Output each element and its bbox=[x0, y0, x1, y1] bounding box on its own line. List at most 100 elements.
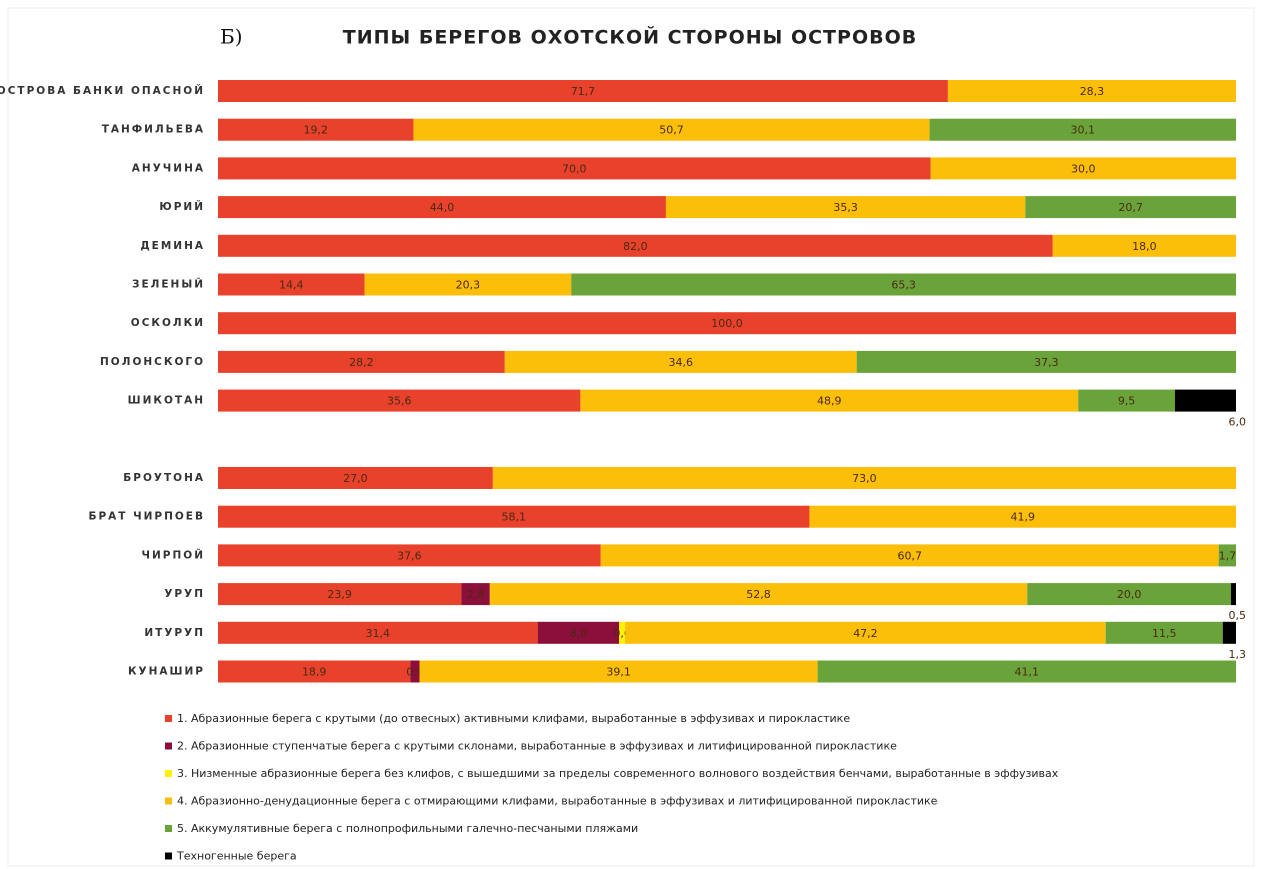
bar-segment bbox=[218, 80, 948, 102]
value-label: 41,1 bbox=[1015, 666, 1040, 679]
value-label: 50,7 bbox=[659, 124, 684, 137]
category-label: ШИКОТАН bbox=[128, 395, 205, 407]
frame bbox=[7, 7, 1255, 867]
value-label: 58,1 bbox=[501, 511, 526, 524]
legend-swatch bbox=[165, 770, 172, 777]
value-label: 35,6 bbox=[387, 395, 412, 408]
value-label: 14,4 bbox=[279, 279, 304, 292]
legend-swatch bbox=[165, 715, 172, 722]
value-label: 39,1 bbox=[606, 666, 631, 679]
value-label: 8,0 bbox=[570, 627, 588, 640]
legend-label: 2. Абразионные ступенчатые берега с крут… bbox=[177, 740, 897, 753]
chart-title: ТИПЫ БЕРЕГОВ ОХОТСКОЙ СТОРОНЫ ОСТРОВОВ bbox=[343, 26, 917, 49]
bar-segment bbox=[1174, 389, 1236, 412]
bar-segment bbox=[218, 505, 810, 528]
value-label: 70,0 bbox=[562, 162, 587, 175]
value-label: 0,9 bbox=[406, 666, 424, 679]
bar-segment bbox=[218, 273, 365, 296]
value-label: 9,5 bbox=[1118, 395, 1136, 408]
bar-segment bbox=[625, 621, 1106, 644]
value-label: 11,5 bbox=[1152, 627, 1177, 640]
value-label: 37,6 bbox=[397, 549, 422, 562]
value-label: 6,0 bbox=[1229, 416, 1247, 429]
bar-segment bbox=[218, 660, 411, 683]
value-label: 48,9 bbox=[817, 395, 842, 408]
bar-segment bbox=[817, 660, 1236, 683]
value-label: 65,3 bbox=[891, 279, 916, 292]
value-label: 41,9 bbox=[1010, 511, 1035, 524]
bar-segment bbox=[413, 118, 930, 141]
bar-segment bbox=[947, 80, 1236, 102]
value-label: 35,3 bbox=[833, 201, 858, 214]
category-label: БРОУТОНА bbox=[123, 472, 205, 484]
value-label: 28,3 bbox=[1080, 85, 1105, 98]
value-label: 18,0 bbox=[1132, 240, 1157, 253]
value-label: 20,0 bbox=[1117, 588, 1142, 601]
bar-segment bbox=[504, 350, 857, 373]
bar-segment bbox=[218, 312, 1236, 335]
value-label: 28,2 bbox=[349, 356, 374, 369]
value-label: 44,0 bbox=[430, 201, 455, 214]
bar-segment bbox=[1027, 583, 1231, 606]
bar-segment bbox=[218, 544, 601, 567]
bar-segment bbox=[419, 660, 818, 683]
bar-segment bbox=[218, 350, 505, 373]
legend-label: 3. Низменные абразионные берега без клиф… bbox=[177, 767, 1059, 780]
value-label: 31,4 bbox=[366, 627, 391, 640]
legend-swatch bbox=[165, 797, 172, 805]
bar-segment bbox=[218, 467, 493, 489]
bar-segment bbox=[665, 196, 1026, 219]
value-label: 20,3 bbox=[456, 279, 481, 292]
legend-label: Техногенные берега bbox=[176, 850, 297, 863]
bar-segment bbox=[1218, 544, 1236, 567]
category-label: ОСТРОВА БАНКИ ОПАСНОЙ bbox=[0, 84, 205, 97]
value-label: 37,3 bbox=[1034, 356, 1059, 369]
legend-label: 5. Аккумулятивные берега с полнопрофильн… bbox=[177, 822, 638, 835]
category-label: АНУЧИНА bbox=[132, 162, 205, 174]
bar-segment bbox=[218, 118, 414, 141]
category-label: ИТУРУП bbox=[144, 627, 205, 639]
category-label: ДЕМИНА bbox=[140, 240, 205, 252]
bar-segment bbox=[930, 157, 1236, 180]
category-label: КУНАШИР bbox=[128, 666, 205, 678]
bar-segment bbox=[218, 389, 581, 412]
bar-segment bbox=[1078, 389, 1175, 412]
value-label: 60,7 bbox=[897, 549, 922, 562]
value-label: 18,9 bbox=[302, 666, 327, 679]
value-label: 73,0 bbox=[852, 472, 877, 485]
value-label: 20,7 bbox=[1118, 201, 1143, 214]
bar-segment bbox=[218, 583, 462, 606]
value-label: 82,0 bbox=[623, 240, 648, 253]
legend-swatch bbox=[165, 742, 172, 750]
bar-segment bbox=[1230, 583, 1236, 606]
bar-segment bbox=[410, 660, 420, 683]
value-label: 47,2 bbox=[853, 627, 878, 640]
category-label: ТАНФИЛЬЕВА bbox=[102, 124, 205, 136]
legend-label: 1. Абразионные берега с крутыми (до отве… bbox=[177, 712, 850, 725]
bar-segment bbox=[856, 350, 1236, 373]
value-label: 30,1 bbox=[1071, 124, 1096, 137]
bar-segment bbox=[461, 583, 490, 606]
bar-segment bbox=[929, 118, 1236, 141]
bar-segment bbox=[600, 544, 1219, 567]
category-label: ЮРИЙ bbox=[159, 200, 205, 213]
bar-segment bbox=[809, 505, 1236, 528]
category-label: ЗЕЛЕНЫЙ bbox=[132, 278, 205, 291]
category-label: УРУП bbox=[164, 588, 205, 600]
bar-segment bbox=[1222, 621, 1236, 644]
category-label: ЧИРПОЙ bbox=[142, 548, 205, 561]
value-label: 2,8 bbox=[467, 588, 485, 601]
value-label: 19,2 bbox=[303, 124, 328, 137]
legend-swatch bbox=[165, 825, 172, 832]
bar-segment bbox=[218, 157, 931, 180]
value-label: 34,6 bbox=[668, 356, 693, 369]
panel-label: Б) bbox=[220, 25, 243, 49]
bar-segment bbox=[537, 621, 620, 644]
legend-swatch bbox=[165, 852, 172, 860]
bar-segment bbox=[218, 621, 538, 644]
bar-segment bbox=[489, 583, 1028, 606]
bar-segment bbox=[492, 467, 1236, 489]
legend-label: 4. Абразионно-денудационные берега с отм… bbox=[177, 795, 938, 808]
value-label: 23,9 bbox=[327, 588, 352, 601]
